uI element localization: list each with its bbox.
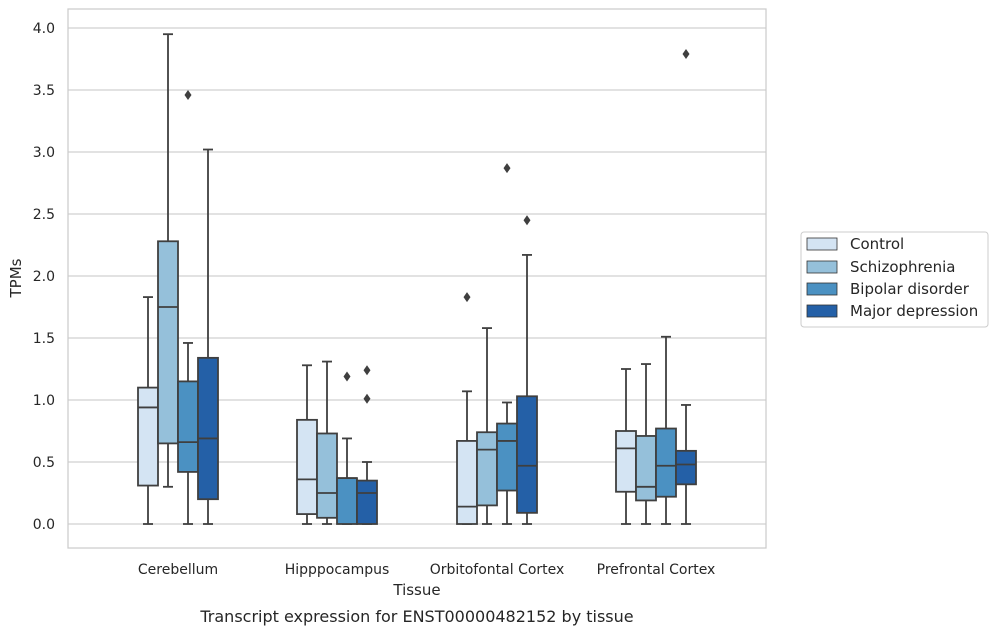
- box-iqr: [456, 440, 478, 525]
- box-iqr: [296, 418, 318, 515]
- y-tick-label: 3.5: [33, 83, 55, 99]
- box-iqr: [177, 380, 199, 473]
- y-tick-label: 1.0: [33, 393, 55, 409]
- box-iqr: [615, 430, 637, 493]
- box-iqr: [316, 432, 338, 519]
- box-schizophrenia: [157, 33, 179, 488]
- box-schizophrenia: [316, 360, 338, 525]
- box-iqr: [655, 427, 677, 498]
- y-tick-label: 0.0: [33, 517, 55, 533]
- outlier-point: [184, 89, 192, 100]
- y-tick-label: 2.0: [33, 269, 55, 285]
- y-tick-label: 3.0: [33, 145, 55, 161]
- legend-label-schizophrenia: Schizophrenia: [850, 258, 955, 276]
- outlier-point: [503, 163, 511, 174]
- box-iqr: [336, 477, 358, 525]
- box-major-depression: [516, 215, 538, 525]
- box-iqr: [137, 386, 159, 487]
- y-tick-label: 0.5: [33, 455, 55, 471]
- box-plots: [137, 33, 697, 525]
- chart-caption: Transcript expression for ENST0000048215…: [199, 607, 633, 626]
- plot-frame: [67, 8, 767, 549]
- outlier-point: [463, 292, 471, 303]
- legend-label-bipolar: Bipolar disorder: [850, 280, 970, 298]
- x-tick-labels: Cerebellum Hipppocampus Orbitofontal Corte…: [138, 562, 715, 578]
- box-iqr: [356, 479, 378, 525]
- outlier-point: [523, 215, 531, 226]
- outlier-point: [682, 49, 690, 60]
- y-tick-label: 4.0: [33, 21, 55, 37]
- box-iqr: [516, 395, 538, 514]
- outlier-point: [363, 365, 371, 376]
- box-iqr: [476, 431, 498, 507]
- legend-swatch-control: [806, 237, 838, 251]
- legend-swatch-depression: [806, 304, 838, 318]
- x-tick-label: Hipppocampus: [285, 562, 390, 578]
- box-major-depression: [197, 148, 219, 525]
- y-tick-label: 1.5: [33, 331, 55, 347]
- box-iqr: [157, 240, 179, 445]
- legend: Control Schizophrenia Bipolar disorder M…: [800, 231, 989, 328]
- box-bipolar-disorder: [336, 371, 358, 525]
- box-major-depression: [356, 365, 378, 525]
- legend-label-control: Control: [850, 235, 904, 253]
- outlier-point: [343, 371, 351, 382]
- y-tick-label: 2.5: [33, 207, 55, 223]
- box-iqr: [635, 435, 657, 502]
- box-iqr: [675, 449, 697, 486]
- x-tick-label: Orbitofontal Cortex: [430, 562, 565, 578]
- box-major-depression: [675, 49, 697, 525]
- legend-swatch-schizophrenia: [806, 260, 838, 274]
- box-iqr: [197, 356, 219, 501]
- box-schizophrenia: [635, 363, 657, 525]
- box-iqr: [496, 422, 518, 492]
- legend-swatch-bipolar: [806, 282, 838, 296]
- legend-frame: [800, 231, 989, 328]
- x-tick-label: Cerebellum: [138, 562, 218, 578]
- x-tick-label: Prefrontal Cortex: [597, 562, 716, 578]
- outlier-point: [363, 393, 371, 404]
- x-axis-title: Tissue: [392, 581, 440, 599]
- y-axis-title: TPMs: [7, 258, 25, 298]
- box-bipolar-disorder: [177, 89, 199, 525]
- legend-label-depression: Major depression: [850, 302, 978, 320]
- box-control: [456, 292, 478, 525]
- y-tick-labels: 0.0 0.5 1.0 1.5 2.0 2.5 3.0 3.5 4.0: [33, 21, 55, 533]
- box-bipolar-disorder: [496, 163, 518, 525]
